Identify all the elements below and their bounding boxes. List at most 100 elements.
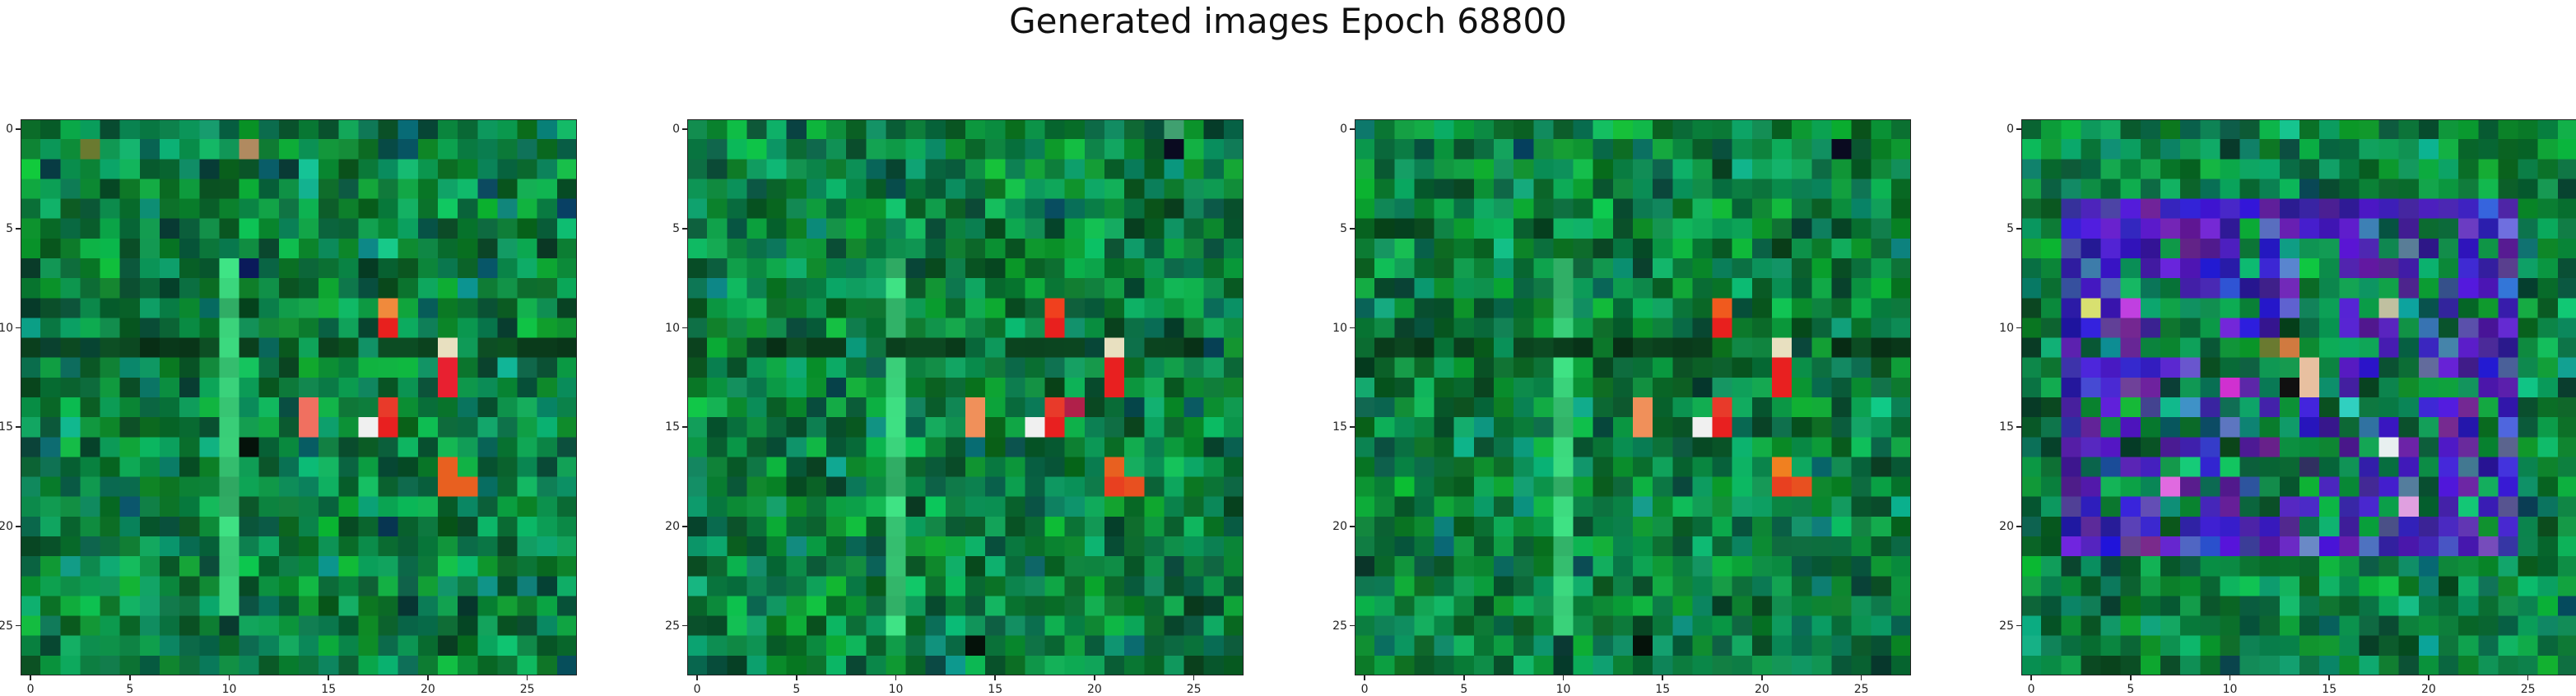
panel-2-xtick-mark: [1193, 675, 1195, 680]
panel-3-ytick-label: 15: [1332, 420, 1347, 434]
panel-3-xtick-mark: [1860, 675, 1862, 680]
panel-1-image: [21, 119, 577, 675]
panel-2-ytick-label: 0: [672, 123, 680, 137]
panel-1-ytick-mark: [16, 327, 21, 329]
panel-2-xtick-mark: [895, 675, 897, 680]
panel-2-xtick-mark: [796, 675, 797, 680]
panel-2-xtick-mark: [696, 675, 698, 680]
panel-4-ytick-mark: [2016, 228, 2021, 230]
panel-1-xtick-mark: [328, 675, 329, 680]
panel-4-ytick-label: 25: [1999, 619, 2014, 633]
panel-3-xtick-mark: [1662, 675, 1663, 680]
panel-1-ytick-label: 25: [0, 619, 13, 633]
panel-4-ytick-mark: [2016, 327, 2021, 329]
panel-1-ytick-mark: [16, 228, 21, 230]
panel-1-xtick-mark: [427, 675, 429, 680]
panel-4-xtick-mark: [2428, 675, 2430, 680]
panel-1-xtick-mark: [228, 675, 230, 680]
panel-2-ytick-label: 25: [665, 619, 680, 633]
figure-title: Generated images Epoch 68800: [1009, 1, 1567, 41]
panel-1-xtick-label: 10: [221, 683, 237, 696]
panel-1-ytick-label: 15: [0, 420, 13, 434]
panel-2-xtick-mark: [1094, 675, 1095, 680]
panel-3-ytick-label: 5: [1340, 221, 1347, 235]
panel-4-xtick-mark: [2130, 675, 2132, 680]
panel-1-xtick-mark: [526, 675, 528, 680]
panel-2-xtick-label: 25: [1186, 683, 1202, 696]
panel-1-xtick-mark: [30, 675, 31, 680]
panel-1-ytick-mark: [16, 128, 21, 130]
panel-1-xtick-label: 20: [421, 683, 435, 696]
panel-3-ytick-mark: [1350, 526, 1355, 527]
panel-2-ytick-mark: [682, 128, 687, 130]
panel-1-ytick-mark: [16, 526, 21, 527]
panel-2-ytick-label: 5: [672, 221, 680, 235]
panel-4-ytick-mark: [2016, 128, 2021, 130]
panel-4: 0 5 10 15 20 25 0 5 10 15 20 25: [1999, 119, 2576, 696]
panel-3-ytick-mark: [1350, 426, 1355, 428]
panel-3-ytick-mark: [1350, 327, 1355, 329]
panel-2-ytick-mark: [682, 526, 687, 527]
panel-4-ytick-label: 10: [1999, 321, 2014, 335]
panel-4-xtick-mark: [2328, 675, 2330, 680]
panel-3-xtick-mark: [1562, 675, 1565, 680]
panel-4-ytick-mark: [2016, 426, 2021, 428]
panel-2-xtick-label: 20: [1087, 683, 1102, 696]
panel-1-ytick-mark: [16, 426, 21, 428]
panel-3-xtick-label: 5: [1460, 683, 1468, 696]
panel-3-ytick-mark: [1350, 624, 1355, 627]
panel-4-xtick-mark: [2030, 675, 2032, 680]
panel-2-ytick-mark: [682, 228, 687, 230]
panel-1-xtick-label: 5: [126, 683, 134, 696]
panel-4-image: [2021, 119, 2576, 675]
panel-3-xtick-mark: [1463, 675, 1465, 680]
panel-2-xtick-label: 5: [793, 683, 801, 696]
panel-3-xtick-label: 15: [1655, 683, 1671, 696]
panel-4-xtick-label: 25: [2520, 683, 2536, 696]
panel-1-xtick-label: 0: [26, 683, 35, 696]
panel-2-xtick-mark: [994, 675, 996, 680]
panel-3-xtick-mark: [1761, 675, 1763, 680]
panel-4-ytick-mark: [2016, 526, 2021, 527]
panel-2: 0 5 10 15 20 25 0 5 10 15 20 25: [665, 119, 1244, 696]
panel-3-xtick-label: 10: [1555, 683, 1571, 696]
panel-3-xtick-label: 20: [1755, 683, 1769, 696]
panel-2-image: [687, 119, 1244, 675]
panel-3-xtick-mark: [1364, 675, 1365, 680]
panel-2-xtick-label: 0: [693, 683, 701, 696]
panel-1-ytick-label: 20: [0, 519, 13, 533]
panel-4-xtick-mark: [2527, 675, 2529, 680]
panel-4-xtick-label: 15: [2322, 683, 2337, 696]
panel-1-ytick-label: 5: [6, 221, 13, 235]
panel-1-xtick-label: 25: [519, 683, 535, 696]
panel-4-ytick-label: 5: [2006, 221, 2014, 235]
panel-3-ytick-label: 20: [1332, 519, 1347, 533]
panel-4-ytick-label: 20: [1999, 519, 2014, 533]
panel-3-ytick-mark: [1350, 128, 1355, 130]
panel-4-xtick-label: 0: [2027, 683, 2035, 696]
panel-4-xtick-label: 5: [2127, 683, 2135, 696]
panel-2-ytick-mark: [682, 624, 687, 627]
panel-3-ytick-label: 25: [1332, 619, 1347, 633]
panel-1-ytick-label: 10: [0, 321, 13, 335]
panel-2-xtick-label: 15: [988, 683, 1003, 696]
panel-4-ytick-label: 0: [2006, 123, 2014, 137]
panel-2-xtick-label: 10: [888, 683, 904, 696]
panel-4-xtick-label: 10: [2222, 683, 2238, 696]
panel-2-ytick-mark: [682, 327, 687, 329]
panel-2-ytick-label: 20: [665, 519, 680, 533]
panel-4-ytick-mark: [2016, 624, 2021, 627]
panel-1: 0 5 10 15 20 25 0 5 10 15 20 25: [0, 119, 577, 696]
panel-1-xtick-label: 15: [321, 683, 337, 696]
panel-1-ytick-mark: [16, 624, 21, 627]
panel-1-xtick-mark: [129, 675, 131, 680]
panel-3-image: [1355, 119, 1911, 675]
panel-4-ytick-label: 15: [1999, 420, 2014, 434]
panel-3-xtick-label: 0: [1360, 683, 1369, 696]
panel-3-ytick-label: 10: [1332, 321, 1347, 335]
panel-3: 0 5 10 15 20 25 0 5 10 15 20 25: [1332, 119, 1911, 696]
panel-1-ytick-label: 0: [6, 123, 13, 137]
panel-4-xtick-label: 20: [2421, 683, 2436, 696]
panel-4-xtick-mark: [2229, 675, 2231, 680]
panel-2-ytick-label: 10: [665, 321, 680, 335]
